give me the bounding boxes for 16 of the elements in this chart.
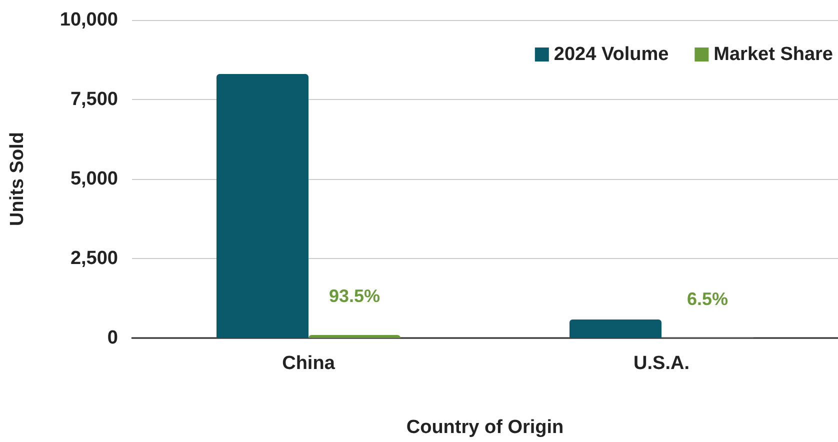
y-tick-label: 2,500 <box>70 248 118 269</box>
y-tick-label: 10,000 <box>60 10 118 30</box>
bar <box>570 320 662 338</box>
x-tick-label: China <box>282 353 336 374</box>
y-tick-label: 0 <box>107 328 118 348</box>
y-tick-label: 7,500 <box>70 89 118 110</box>
legend-label: 2024 Volume <box>554 44 669 65</box>
data-label: 93.5% <box>328 286 380 306</box>
y-axis-title: Units Sold <box>7 132 28 226</box>
x-axis-title: Country of Origin <box>406 417 564 438</box>
legend-label: Market Share <box>714 44 834 65</box>
data-label: 6.5% <box>686 288 728 309</box>
y-tick-label: 5,000 <box>70 168 118 190</box>
bar <box>308 335 400 338</box>
x-tick-label: U.S.A. <box>634 353 690 374</box>
bar <box>216 74 308 338</box>
